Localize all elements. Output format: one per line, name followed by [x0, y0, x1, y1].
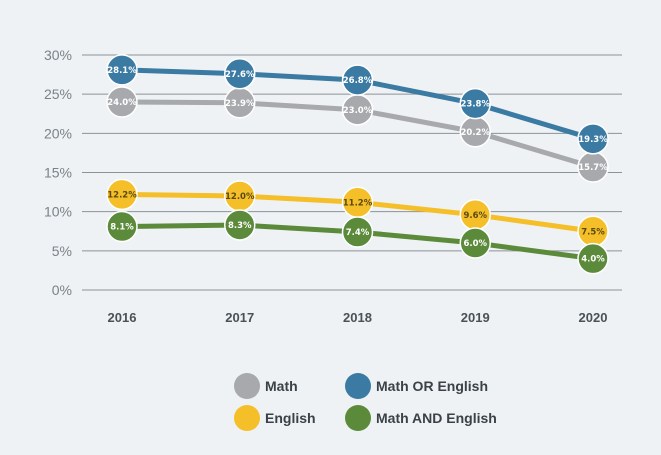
- x-tick-label: 2016: [108, 310, 137, 325]
- data-point: [459, 87, 491, 120]
- data-label: 27.6%: [225, 70, 255, 80]
- legend-label: Math: [265, 378, 298, 394]
- x-axis-ticks: 2016 2017 2018 2019 2020: [108, 310, 608, 325]
- data-point: [341, 216, 374, 248]
- data-markers: 24.0% 23.9% 23.0% 20.2% 15.7% 28.1% 27.6% 26.8%…: [106, 54, 609, 275]
- y-tick-label: 20%: [44, 125, 72, 141]
- legend-swatch: [234, 373, 260, 399]
- data-label: 15.7%: [578, 163, 608, 173]
- data-label: 7.5%: [581, 227, 605, 237]
- y-tick-label: 5%: [52, 243, 72, 259]
- data-point: [224, 58, 256, 90]
- data-label: 23.8%: [461, 100, 491, 110]
- data-point: [459, 227, 491, 259]
- legend-swatch: [234, 405, 260, 431]
- data-label: 26.8%: [343, 76, 373, 86]
- data-label: 8.1%: [110, 223, 134, 233]
- data-point: [106, 86, 138, 118]
- data-label: 19.3%: [578, 135, 608, 145]
- data-point: [341, 64, 374, 96]
- legend: Math Math OR English English Math AND Engli…: [234, 373, 497, 431]
- data-label: 23.9%: [225, 99, 255, 109]
- y-tick-label: 15%: [44, 165, 72, 181]
- legend-swatch: [345, 373, 371, 399]
- data-label: 11.2%: [343, 198, 373, 208]
- y-axis-ticks: 0% 5% 10% 15% 20% 25% 30%: [44, 47, 72, 298]
- data-label: 12.2%: [107, 190, 137, 200]
- data-point: [106, 54, 138, 86]
- data-label: 28.1%: [107, 66, 137, 76]
- data-point: [106, 178, 138, 211]
- x-tick-label: 2019: [461, 310, 490, 325]
- x-tick-label: 2020: [579, 310, 608, 325]
- legend-label: Math OR English: [376, 378, 488, 394]
- data-point: [224, 209, 256, 241]
- x-tick-label: 2017: [225, 310, 254, 325]
- data-point: [577, 242, 609, 275]
- data-label: 20.2%: [461, 128, 491, 138]
- legend-label: Math AND English: [376, 410, 497, 426]
- data-point: [577, 123, 609, 155]
- y-tick-label: 30%: [44, 47, 72, 63]
- data-label: 9.6%: [463, 211, 487, 221]
- data-point: [106, 210, 138, 243]
- y-tick-label: 10%: [44, 204, 72, 220]
- y-tick-label: 0%: [52, 282, 72, 298]
- data-label: 24.0%: [107, 98, 137, 108]
- legend-swatch: [345, 405, 371, 431]
- x-tick-label: 2018: [343, 310, 372, 325]
- legend-label: English: [265, 410, 316, 426]
- data-label: 8.3%: [228, 221, 252, 231]
- y-tick-label: 25%: [44, 86, 72, 102]
- data-label: 7.4%: [346, 228, 370, 238]
- data-label: 6.0%: [463, 239, 487, 249]
- data-label: 12.0%: [225, 192, 255, 202]
- data-label: 4.0%: [581, 255, 605, 265]
- data-label: 23.0%: [343, 106, 373, 116]
